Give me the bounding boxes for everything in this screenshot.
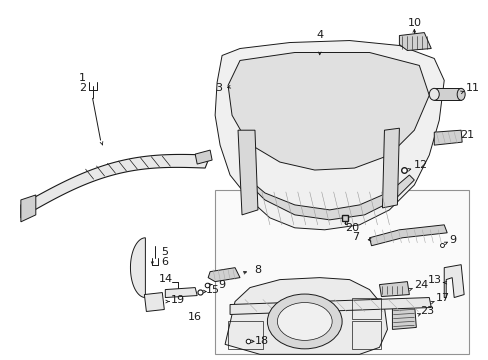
Polygon shape xyxy=(443,265,463,298)
Text: 2: 2 xyxy=(79,84,86,93)
Text: 5: 5 xyxy=(161,247,167,257)
Polygon shape xyxy=(165,288,197,298)
Bar xyxy=(215,190,468,354)
Text: 15: 15 xyxy=(206,284,220,294)
Text: 23: 23 xyxy=(419,306,433,316)
Polygon shape xyxy=(382,128,399,208)
Polygon shape xyxy=(144,293,164,311)
Polygon shape xyxy=(195,150,212,164)
Text: 22: 22 xyxy=(297,323,311,332)
Polygon shape xyxy=(21,154,210,218)
Polygon shape xyxy=(433,88,460,100)
Polygon shape xyxy=(229,298,430,315)
Text: 17: 17 xyxy=(435,293,449,302)
Text: 21: 21 xyxy=(459,130,473,140)
Polygon shape xyxy=(433,130,461,145)
Bar xyxy=(351,321,381,349)
Bar xyxy=(351,298,381,319)
Text: 11: 11 xyxy=(465,84,479,93)
Text: 13: 13 xyxy=(427,275,441,285)
Polygon shape xyxy=(215,41,443,230)
Text: 19: 19 xyxy=(171,294,185,305)
Text: 10: 10 xyxy=(407,18,421,28)
Text: 9: 9 xyxy=(218,280,225,289)
Text: 8: 8 xyxy=(254,265,261,275)
Ellipse shape xyxy=(456,88,464,100)
Ellipse shape xyxy=(428,88,438,100)
Text: 12: 12 xyxy=(413,160,427,170)
Text: 16: 16 xyxy=(188,312,202,323)
Polygon shape xyxy=(208,268,240,282)
Polygon shape xyxy=(249,175,413,220)
Bar xyxy=(227,321,263,349)
Ellipse shape xyxy=(267,294,342,349)
Polygon shape xyxy=(21,195,36,222)
Polygon shape xyxy=(227,53,428,170)
Polygon shape xyxy=(130,238,145,298)
Text: 20: 20 xyxy=(345,223,359,233)
Polygon shape xyxy=(238,130,258,215)
Text: 24: 24 xyxy=(413,280,427,289)
Polygon shape xyxy=(392,302,415,329)
Polygon shape xyxy=(369,225,447,246)
Text: 9: 9 xyxy=(448,235,456,245)
Text: 6: 6 xyxy=(161,257,167,267)
Text: 3: 3 xyxy=(215,84,222,93)
Text: 18: 18 xyxy=(254,336,268,346)
Polygon shape xyxy=(379,282,408,297)
Polygon shape xyxy=(224,278,386,354)
Polygon shape xyxy=(399,32,430,50)
Polygon shape xyxy=(229,66,266,80)
Text: 4: 4 xyxy=(316,30,323,40)
Ellipse shape xyxy=(277,302,331,340)
Text: 7: 7 xyxy=(351,232,358,242)
Text: 14: 14 xyxy=(159,274,173,284)
Text: 1: 1 xyxy=(79,73,86,84)
